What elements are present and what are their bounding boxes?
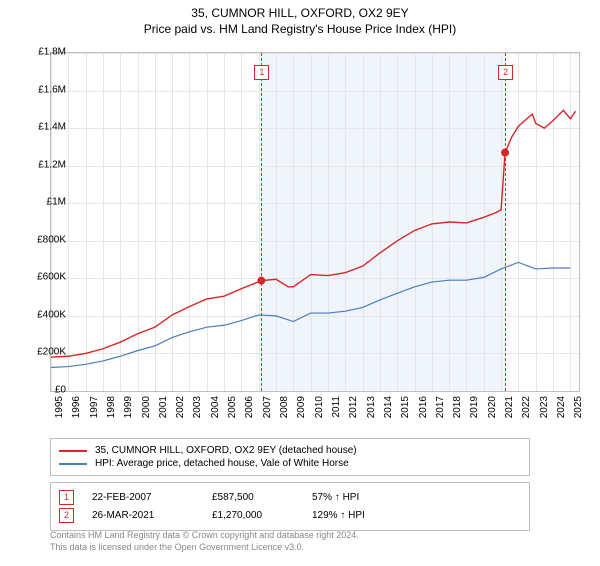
x-axis-label: 2013 [366, 396, 377, 436]
x-axis-label: 2006 [244, 396, 255, 436]
x-axis-label: 2020 [487, 396, 498, 436]
x-axis-label: 2008 [279, 396, 290, 436]
y-axis-label: £1.4M [16, 122, 66, 133]
y-axis-label: £1M [16, 197, 66, 208]
x-axis-label: 2011 [331, 396, 342, 436]
transaction-date: 22-FEB-2007 [92, 492, 212, 503]
transaction-date: 26-MAR-2021 [92, 510, 212, 521]
transaction-pct: 57% ↑ HPI [312, 492, 412, 503]
x-axis-label: 2016 [418, 396, 429, 436]
legend-item: HPI: Average price, detached house, Vale… [59, 458, 521, 469]
x-axis-label: 2025 [573, 396, 584, 436]
chart-plot-area: 12 [50, 52, 580, 392]
transaction-row: 2 26-MAR-2021 £1,270,000 129% ↑ HPI [59, 508, 521, 523]
transaction-marker: 2 [59, 508, 74, 523]
x-axis-label: 1996 [71, 396, 82, 436]
y-axis-label: £1.2M [16, 159, 66, 170]
chart-title: 35, CUMNOR HILL, OXFORD, OX2 9EY [0, 6, 600, 20]
x-axis-label: 2023 [539, 396, 550, 436]
footer-line: Contains HM Land Registry data © Crown c… [50, 530, 359, 542]
legend-label: 35, CUMNOR HILL, OXFORD, OX2 9EY (detach… [95, 445, 357, 456]
x-axis-label: 2019 [469, 396, 480, 436]
chart-marker-flag: 2 [498, 65, 513, 80]
x-axis-label: 2010 [314, 396, 325, 436]
x-axis-label: 2002 [175, 396, 186, 436]
x-axis-label: 1998 [106, 396, 117, 436]
y-axis-label: £1.8M [16, 47, 66, 58]
chart-marker-flag: 1 [254, 65, 269, 80]
transaction-row: 1 22-FEB-2007 £587,500 57% ↑ HPI [59, 490, 521, 505]
legend-swatch [59, 450, 87, 452]
transaction-price: £587,500 [212, 492, 312, 503]
x-axis-label: 2000 [141, 396, 152, 436]
y-axis-label: £200K [16, 347, 66, 358]
x-axis-label: 2014 [383, 396, 394, 436]
transaction-pct: 129% ↑ HPI [312, 510, 412, 521]
chart-container: 35, CUMNOR HILL, OXFORD, OX2 9EY Price p… [0, 6, 600, 566]
x-axis-label: 2009 [296, 396, 307, 436]
x-axis-label: 2015 [400, 396, 411, 436]
footer-text: Contains HM Land Registry data © Crown c… [50, 530, 359, 553]
x-axis-label: 2021 [504, 396, 515, 436]
x-axis-label: 2005 [227, 396, 238, 436]
x-axis-label: 2003 [192, 396, 203, 436]
legend-item: 35, CUMNOR HILL, OXFORD, OX2 9EY (detach… [59, 445, 521, 456]
x-axis-label: 1995 [54, 396, 65, 436]
x-axis-label: 2018 [452, 396, 463, 436]
x-axis-label: 2024 [556, 396, 567, 436]
transactions-box: 1 22-FEB-2007 £587,500 57% ↑ HPI 2 26-MA… [50, 482, 530, 531]
transaction-marker: 1 [59, 490, 74, 505]
y-axis-label: £800K [16, 234, 66, 245]
chart-subtitle: Price paid vs. HM Land Registry's House … [0, 22, 600, 36]
legend-box: 35, CUMNOR HILL, OXFORD, OX2 9EY (detach… [50, 438, 530, 476]
y-axis-label: £400K [16, 309, 66, 320]
legend-swatch [59, 463, 87, 465]
x-axis-label: 2004 [210, 396, 221, 436]
transaction-price: £1,270,000 [212, 510, 312, 521]
x-axis-label: 1997 [89, 396, 100, 436]
y-axis-label: £600K [16, 272, 66, 283]
legend-label: HPI: Average price, detached house, Vale… [95, 458, 349, 469]
x-axis-label: 2007 [262, 396, 273, 436]
x-axis-label: 2012 [348, 396, 359, 436]
x-axis-label: 2022 [521, 396, 532, 436]
x-axis-label: 1999 [123, 396, 134, 436]
y-axis-label: £1.6M [16, 84, 66, 95]
x-axis-label: 2001 [158, 396, 169, 436]
y-axis-label: £0 [16, 385, 66, 396]
footer-line: This data is licensed under the Open Gov… [50, 542, 359, 554]
x-axis-label: 2017 [435, 396, 446, 436]
